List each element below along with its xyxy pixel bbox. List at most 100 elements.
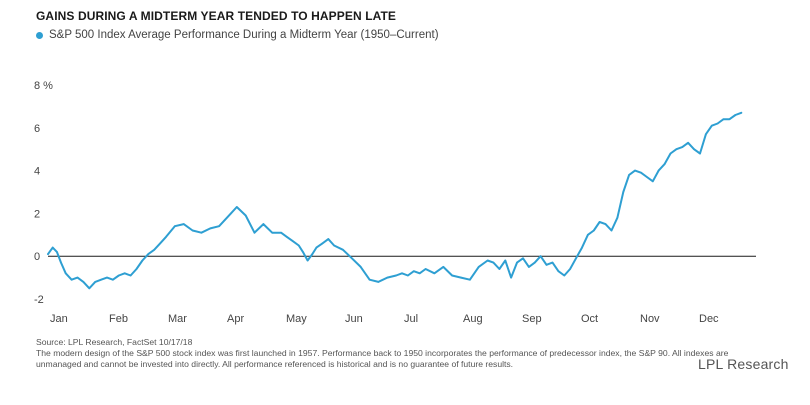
data-point [218, 225, 220, 227]
data-point [368, 278, 371, 281]
data-point [377, 281, 380, 283]
data-point [123, 272, 126, 275]
x-tick-label: Nov [640, 313, 660, 325]
x-tick-label: Jun [345, 313, 363, 325]
legend-marker [36, 31, 43, 39]
data-point [669, 152, 672, 155]
data-point [209, 227, 212, 230]
line-chart: -2 0 2 4 6 8 % Jan Feb Mar Apr May Jun Jul Aug Sep Oct N… [34, 80, 756, 325]
data-point [740, 112, 743, 114]
data-point [401, 272, 403, 275]
data-point [681, 146, 684, 148]
x-tick-label: Jan [50, 313, 68, 325]
source-note: Source: LPL Research, FactSet 10/17/18 [36, 337, 193, 347]
data-point [652, 180, 654, 183]
x-tick-label: May [286, 313, 307, 325]
data-point [734, 114, 737, 116]
data-point [622, 191, 625, 193]
y-tick-label: 2 [34, 208, 40, 220]
data-point [147, 253, 150, 255]
data-point [545, 264, 548, 266]
data-point [593, 229, 595, 232]
data-point [616, 216, 619, 219]
data-point [118, 274, 120, 277]
data-point [56, 251, 58, 253]
data-point [359, 266, 362, 268]
data-point [634, 169, 636, 172]
data-point [528, 266, 530, 268]
data-point [51, 246, 54, 249]
disclaimer-line-1: The modern design of the S&P 500 stock i… [36, 348, 729, 358]
data-point [82, 281, 85, 283]
data-point [224, 219, 226, 221]
x-tick-label: Jul [404, 313, 418, 325]
data-point [47, 253, 49, 255]
series-line [47, 111, 743, 290]
data-point [100, 278, 102, 281]
data-point [230, 212, 232, 215]
data-point [153, 249, 155, 251]
data-point [711, 124, 713, 127]
data-point [112, 278, 114, 281]
y-tick-label: 6 [34, 123, 40, 135]
y-tick-label: 0 [34, 251, 40, 263]
data-point [135, 268, 138, 270]
data-point [302, 251, 304, 253]
data-point [451, 274, 453, 277]
data-point [675, 148, 678, 150]
data-point [539, 255, 542, 257]
data-point [88, 287, 91, 290]
data-point [534, 261, 536, 264]
data-point [657, 169, 660, 172]
data-point [598, 221, 601, 223]
data-point [693, 148, 695, 150]
data-point [433, 272, 436, 275]
data-point [581, 246, 583, 249]
data-point [510, 276, 512, 279]
data-point [587, 234, 589, 236]
data-point [182, 223, 185, 225]
data-point [286, 236, 288, 238]
data-point [604, 223, 607, 225]
legend-label: S&P 500 Index Average Performance During… [49, 29, 439, 41]
data-point [492, 261, 495, 264]
data-point [292, 240, 294, 242]
data-point [460, 276, 462, 279]
x-tick-label: Dec [699, 313, 719, 325]
data-point [716, 122, 719, 125]
data-point [129, 274, 132, 277]
data-point [699, 152, 701, 155]
data-point [165, 236, 167, 238]
data-point [610, 229, 613, 232]
disclaimer-line-2: unmanaged and cannot be invested into di… [36, 359, 514, 369]
chart-title: GAINS DURING A MIDTERM YEAR TENDED TO HA… [36, 9, 397, 23]
data-point [646, 176, 648, 178]
data-point [94, 281, 96, 283]
data-point [551, 261, 554, 264]
data-point [728, 118, 731, 120]
data-point [351, 257, 353, 260]
data-point [174, 225, 176, 227]
data-point [575, 257, 577, 260]
data-point [315, 246, 318, 249]
data-point [628, 174, 630, 176]
x-tick-label: Aug [463, 313, 483, 325]
x-tick-label: Feb [109, 313, 128, 325]
brand-logo: LPL Research [698, 356, 789, 372]
data-point [504, 259, 507, 262]
data-point [253, 231, 256, 234]
data-point [311, 253, 314, 255]
data-point [141, 259, 144, 262]
data-point [333, 244, 335, 247]
data-point [271, 231, 274, 234]
data-point [477, 266, 480, 268]
data-point [563, 274, 566, 277]
legend: S&P 500 Index Average Performance During… [36, 29, 439, 41]
data-point [159, 242, 161, 245]
data-point [64, 272, 67, 275]
y-tick-label: -2 [34, 294, 44, 306]
data-point [306, 259, 309, 262]
data-point [106, 276, 108, 279]
x-tick-label: Sep [522, 313, 542, 325]
data-point [244, 214, 247, 217]
